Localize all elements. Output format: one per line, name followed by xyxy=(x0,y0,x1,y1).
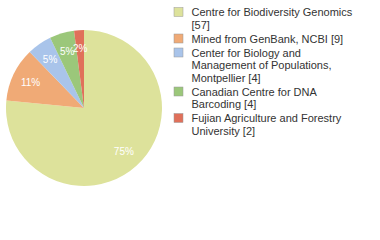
svg-text:Fujian Agriculture and Forestr: Fujian Agriculture and Forestry xyxy=(192,112,342,124)
svg-text:2%: 2% xyxy=(73,43,88,54)
svg-text:5%: 5% xyxy=(43,54,58,65)
svg-text:University [2]: University [2] xyxy=(192,125,256,137)
svg-text:Mined from GenBank, NCBI [9]: Mined from GenBank, NCBI [9] xyxy=(192,33,344,45)
svg-text:Management of Populations,: Management of Populations, xyxy=(192,59,332,71)
svg-text:Center for Biology and: Center for Biology and xyxy=(192,47,301,59)
svg-text:5%: 5% xyxy=(59,45,75,57)
svg-text:Barcoding [4]: Barcoding [4] xyxy=(192,98,257,110)
svg-text:75%: 75% xyxy=(114,146,134,157)
svg-text:Montpellier [4]: Montpellier [4] xyxy=(192,72,261,84)
svg-text:Canadian Centre for DNA: Canadian Centre for DNA xyxy=(192,86,318,98)
svg-text:11%: 11% xyxy=(21,77,40,88)
svg-text:[57]: [57] xyxy=(192,19,210,31)
svg-text:Centre for Biodiversity Genomi: Centre for Biodiversity Genomics xyxy=(192,6,353,18)
